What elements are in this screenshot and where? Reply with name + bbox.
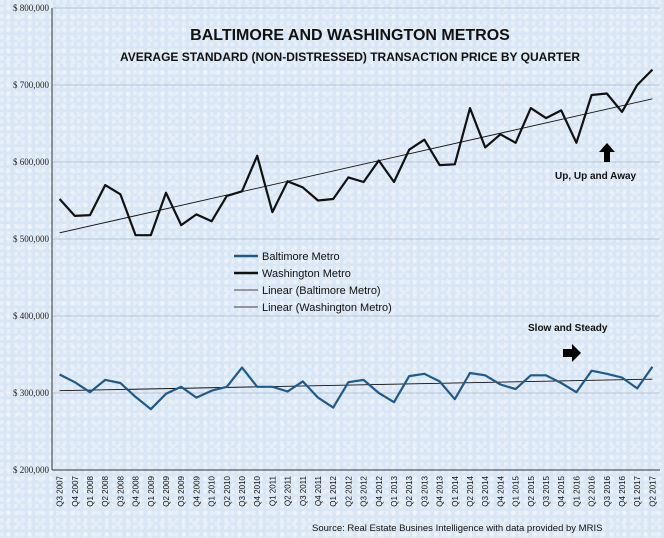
x-tick-label: Q4 2016 <box>618 475 627 506</box>
y-tick-label: $ 300,000 <box>13 388 50 398</box>
y-tick-label: $ 400,000 <box>13 311 50 321</box>
x-tick-label: Q1 2015 <box>512 475 521 506</box>
x-tick-label: Q3 2016 <box>603 475 612 506</box>
x-tick-label: Q2 2016 <box>588 475 597 506</box>
x-tick-label: Q1 2016 <box>572 475 581 506</box>
y-tick-label: $ 600,000 <box>13 157 50 167</box>
series-line-baltimore <box>59 366 654 411</box>
x-tick-label: Q3 2014 <box>481 475 490 506</box>
y-tick-labels: $ 200,000 $ 300,000 $ 400,000 $ 500,000 $ 60… <box>13 3 50 475</box>
annotation-up: Up, Up and Away <box>555 143 637 182</box>
y-tick-label: $ 200,000 <box>13 465 50 475</box>
x-tick-label: Q1 2017 <box>633 475 642 506</box>
x-tick-label: Q2 2015 <box>527 475 536 506</box>
x-tick-label: Q4 2011 <box>314 475 323 506</box>
source-note: Source: Real Estate Busines Intelligence… <box>312 523 602 534</box>
x-tick-label: Q3 2008 <box>116 475 125 506</box>
series-lines <box>58 68 654 411</box>
x-tick-label: Q4 2007 <box>71 475 80 506</box>
x-tick-label: Q4 2010 <box>253 475 262 506</box>
legend: Baltimore Metro Washington Metro Linear … <box>234 251 392 314</box>
x-tick-label: Q2 2014 <box>466 475 475 506</box>
x-tick-label: Q2 2009 <box>162 475 171 506</box>
x-tick-label: Q1 2008 <box>86 475 95 506</box>
x-tick-label: Q3 2011 <box>299 475 308 506</box>
x-tick-label: Q1 2011 <box>268 475 277 506</box>
y-tick-label: $ 800,000 <box>13 3 50 13</box>
x-tick-label: Q3 2015 <box>542 475 551 506</box>
x-tick-label: Q4 2012 <box>375 475 384 506</box>
x-tick-label: Q2 2017 <box>648 475 657 506</box>
gridlines <box>52 7 660 471</box>
annotation-steady-text: Slow and Steady <box>528 323 608 334</box>
x-tick-labels: Q3 2007 Q4 2007 Q1 2008 Q2 2008 Q3 2008 Q4 20… <box>56 475 658 506</box>
x-tick-label: Q4 2013 <box>436 475 445 506</box>
legend-label-baltimore: Baltimore Metro <box>262 251 340 263</box>
y-tick-label: $ 700,000 <box>13 80 50 90</box>
x-tick-label: Q4 2009 <box>192 475 201 506</box>
x-tick-label: Q3 2010 <box>238 475 247 506</box>
x-tick-label: Q3 2007 <box>56 475 65 506</box>
series-line-washington <box>58 68 654 237</box>
annotation-up-text: Up, Up and Away <box>555 171 637 182</box>
trendlines <box>59 98 653 392</box>
legend-label-washington: Washington Metro <box>262 268 351 280</box>
x-tick-label: Q3 2013 <box>420 475 429 506</box>
x-tick-label: Q1 2012 <box>329 475 338 506</box>
x-tick-label: Q2 2010 <box>223 475 232 506</box>
chart-title: BALTIMORE AND WASHINGTON METROS <box>190 27 510 44</box>
chart-subtitle: AVERAGE STANDARD (NON-DISTRESSED) TRANSA… <box>120 50 580 64</box>
x-tick-label: Q1 2014 <box>451 475 460 506</box>
x-tick-label: Q4 2014 <box>496 475 505 506</box>
x-tick-label: Q1 2009 <box>147 475 156 506</box>
y-tick-label: $ 500,000 <box>13 234 50 244</box>
x-tick-label: Q1 2010 <box>208 475 217 506</box>
legend-label-linear-washington: Linear (Washington Metro) <box>262 302 392 314</box>
trendline <box>59 378 653 392</box>
legend-label-linear-baltimore: Linear (Baltimore Metro) <box>262 285 381 297</box>
arrow-up-icon <box>599 143 615 162</box>
annotation-steady: Slow and Steady <box>528 323 608 362</box>
x-tick-label: Q2 2012 <box>344 475 353 506</box>
x-tick-label: Q1 2013 <box>390 475 399 506</box>
x-tick-label: Q2 2013 <box>405 475 414 506</box>
x-tick-label: Q3 2012 <box>360 475 369 506</box>
x-tick-label: Q2 2011 <box>284 475 293 506</box>
x-tick-label: Q4 2015 <box>557 475 566 506</box>
trendline <box>59 98 653 234</box>
arrow-right-icon <box>563 344 581 362</box>
x-tick-label: Q3 2009 <box>177 475 186 506</box>
x-tick-label: Q4 2008 <box>132 475 141 506</box>
x-tick-label: Q2 2008 <box>101 475 110 506</box>
